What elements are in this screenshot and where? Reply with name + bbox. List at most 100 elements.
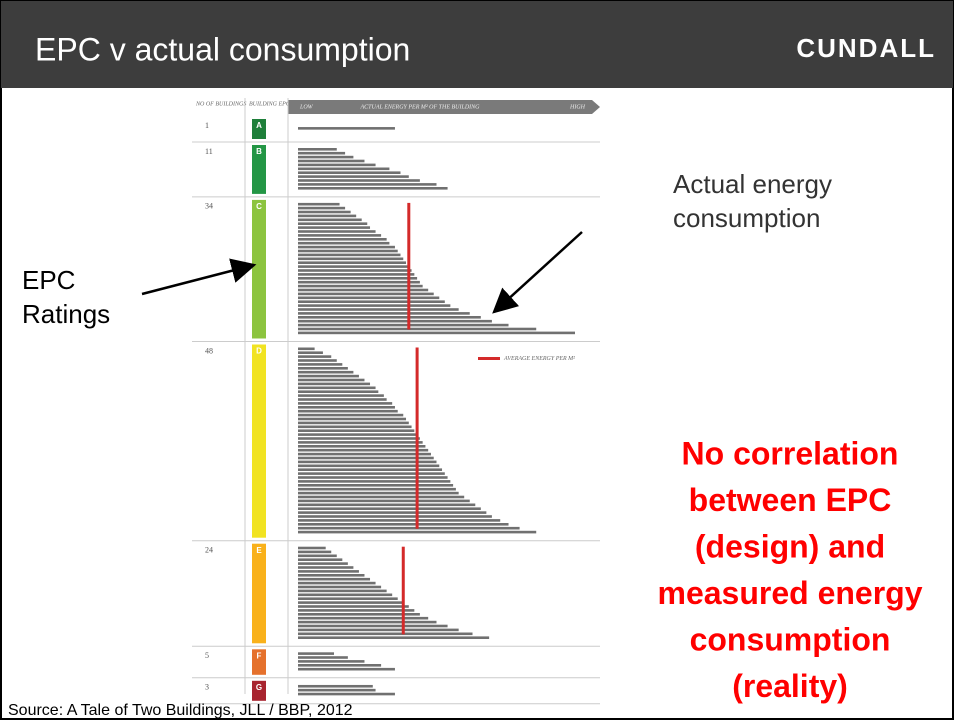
bar [298,519,501,522]
bar [298,273,415,276]
bar [298,277,418,280]
bar [298,570,359,573]
bar [298,261,407,264]
bar [298,390,379,393]
bar [298,593,393,597]
bar [298,241,390,245]
bar [298,288,429,292]
bar [298,226,371,229]
bar [298,620,437,624]
bar [298,127,395,130]
conclusion-line: (design) and [695,528,885,564]
bar [298,507,481,510]
rating-letter: A [256,121,262,130]
bar [298,664,382,667]
bar [298,398,387,401]
rating-letter: E [256,546,262,555]
bar [298,163,376,167]
bar [298,296,440,300]
bar [298,218,362,222]
building-count: 24 [205,546,213,555]
bar [298,503,476,507]
bar [298,234,382,237]
bar [298,460,437,464]
bar [298,210,351,214]
bar [298,312,470,315]
bar [298,495,465,499]
bar [298,526,520,530]
bar [298,378,365,382]
bar [298,581,376,585]
bar [298,167,390,171]
bar [298,257,404,261]
bar [298,179,420,182]
building-count: 3 [205,683,209,692]
bar [298,554,337,558]
bar [298,472,445,475]
building-count: 34 [205,202,213,211]
bar [298,230,376,233]
rating-box [252,119,266,139]
bar [298,589,387,593]
rating-box [252,649,266,675]
bar [298,609,415,612]
rating-box [252,199,266,339]
actual-label: consumption [673,203,820,233]
bar [298,601,404,604]
bar [298,632,473,636]
bar [298,437,420,440]
column-header: NO OF BUILDINGS [195,101,246,107]
bar [298,355,332,358]
rating-letter: C [256,202,262,211]
axis-band [288,100,600,114]
bar [298,175,409,178]
bar [298,319,492,323]
bar [298,417,407,421]
bar [298,499,470,503]
bar [298,530,537,534]
bar [298,613,420,616]
bar [298,550,332,554]
bar [298,386,376,390]
bar [298,577,371,581]
legend-label: AVERAGE ENERGY PER M² [503,356,575,362]
bar [298,202,340,206]
bar [298,183,437,186]
bar [298,370,354,374]
bar [298,429,415,432]
conclusion-line: (reality) [732,668,848,704]
average-line [407,202,411,330]
arrow [492,231,583,314]
bar [298,148,337,151]
bar [298,605,409,608]
bar [298,624,448,628]
slide-title: EPC v actual consumption [35,31,410,67]
bar [298,269,412,272]
bar [298,222,368,225]
rating-box [252,543,266,644]
bar [298,367,348,370]
rating-box [252,145,266,194]
conclusion-line: consumption [690,621,891,657]
arrow [141,258,257,296]
epc-label: Ratings [22,299,110,329]
building-count: 5 [205,651,209,660]
conclusion-line: No correlation [682,435,899,471]
bar [298,452,431,456]
bar [298,425,412,429]
bar [298,456,434,460]
building-count: 1 [205,121,209,130]
logo: CUNDALL [796,33,936,63]
bar [298,523,509,526]
bar [298,480,451,483]
source: Source: A Tale of Two Buildings, JLL / B… [8,702,353,719]
rating-letter: G [256,683,262,692]
bar [298,374,359,378]
actual-label: Actual energy [673,169,832,199]
bar [298,394,384,397]
bar [298,347,315,351]
bar [298,406,395,409]
bar [298,308,459,311]
